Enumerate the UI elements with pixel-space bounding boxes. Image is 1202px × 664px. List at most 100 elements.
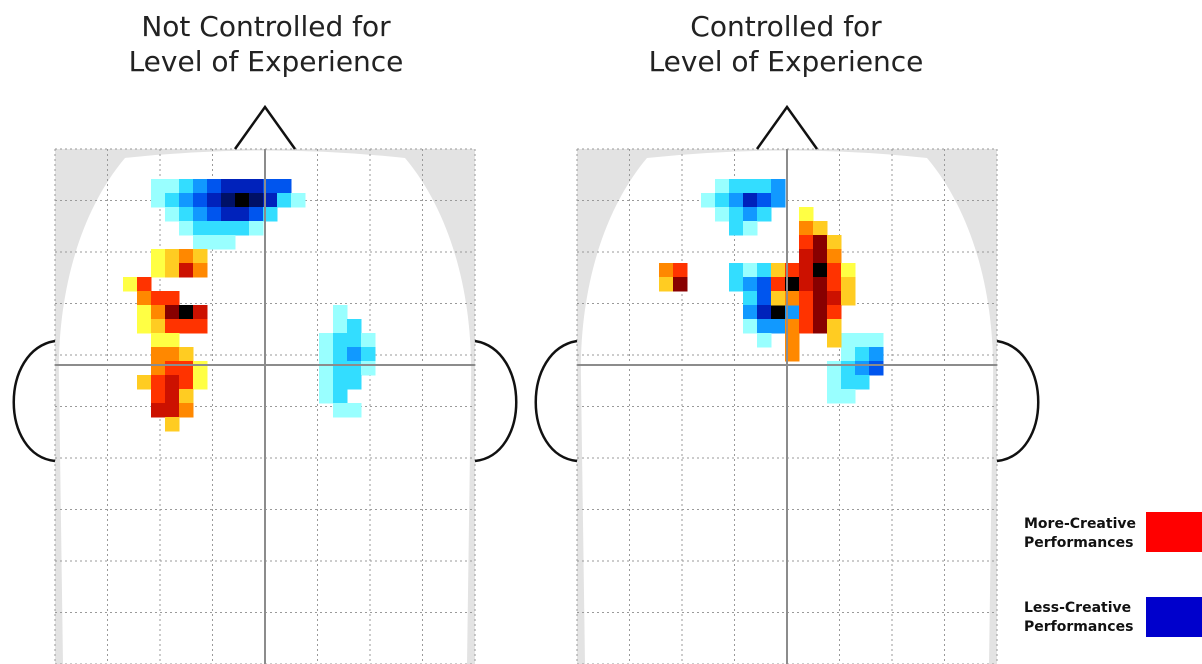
left-more-creative-voxel: [137, 291, 152, 306]
right-less-creative-voxel: [743, 291, 758, 306]
right-right-ear: [996, 339, 1040, 463]
left-less-creative-voxel: [333, 305, 348, 320]
right-less-creative-voxel: [771, 179, 786, 194]
left-more-creative-voxel: [179, 389, 194, 404]
left-less-creative-voxel: [319, 333, 334, 348]
left-title-line1: Not Controlled for: [141, 10, 391, 43]
right-less-creative-voxel: [771, 193, 786, 208]
left-less-creative-voxel: [333, 361, 348, 376]
right-brain-map: [534, 104, 1040, 664]
right-more-creative-voxel: [799, 249, 814, 264]
right-more-creative-voxel: [841, 263, 856, 278]
right-less-creative-voxel: [827, 389, 842, 404]
right-more-creative-voxel: [659, 277, 674, 292]
left-more-creative-voxel: [165, 361, 180, 376]
right-less-creative-voxel: [841, 347, 856, 362]
left-less-creative-voxel: [347, 333, 362, 348]
left-less-creative-voxel: [333, 403, 348, 418]
right-more-creative-voxel: [799, 221, 814, 236]
left-less-creative-voxel: [193, 193, 208, 208]
legend-more-line2: Performances: [1024, 535, 1134, 551]
left-less-creative-voxel: [263, 193, 278, 208]
right-less-creative-voxel: [757, 305, 772, 320]
right-less-creative-voxel: [841, 375, 856, 390]
right-more-creative-voxel: [827, 319, 842, 334]
left-less-creative-voxel: [333, 389, 348, 404]
left-more-creative-voxel: [151, 319, 166, 334]
left-less-creative-voxel: [165, 193, 180, 208]
right-more-creative-voxel: [827, 263, 842, 278]
left-less-creative-voxel: [291, 193, 306, 208]
right-less-creative-voxel: [757, 207, 772, 222]
right-less-creative-voxel: [757, 319, 772, 334]
left-more-creative-voxel: [165, 263, 180, 278]
right-less-creative-voxel: [715, 193, 730, 208]
right-less-creative-voxel: [729, 179, 744, 194]
right-less-creative-voxel: [743, 193, 758, 208]
left-more-creative-voxel: [165, 305, 180, 320]
right-less-creative-voxel: [757, 179, 772, 194]
right-less-creative-voxel: [869, 361, 884, 376]
left-less-creative-voxel: [333, 333, 348, 348]
right-less-creative-voxel: [757, 263, 772, 278]
left-less-creative-voxel: [319, 375, 334, 390]
right-more-creative-voxel: [799, 235, 814, 250]
right-less-creative-voxel: [743, 277, 758, 292]
left-less-creative-voxel: [319, 361, 334, 376]
left-less-creative-voxel: [235, 179, 250, 194]
left-less-creative-voxel: [333, 319, 348, 334]
left-less-creative-voxel: [193, 207, 208, 222]
right-more-creative-voxel: [799, 305, 814, 320]
right-less-creative-voxel: [855, 375, 870, 390]
right-more-creative-voxel: [785, 319, 800, 334]
left-more-creative-voxel: [151, 403, 166, 418]
left-nose-marker: [233, 104, 297, 150]
right-more-creative-voxel: [827, 249, 842, 264]
left-less-creative-voxel: [207, 221, 222, 236]
right-less-creative-voxel: [743, 221, 758, 236]
right-less-creative-voxel: [757, 291, 772, 306]
right-more-creative-voxel: [813, 305, 828, 320]
right-less-creative-voxel: [715, 207, 730, 222]
right-more-creative-voxel: [785, 277, 800, 292]
left-less-creative-voxel: [347, 361, 362, 376]
right-less-creative-voxel: [869, 347, 884, 362]
right-more-creative-voxel: [771, 277, 786, 292]
left-more-creative-voxel: [165, 291, 180, 306]
left-more-creative-voxel: [193, 249, 208, 264]
left-more-creative-voxel: [137, 319, 152, 334]
left-less-creative-voxel: [221, 221, 236, 236]
right-more-creative-voxel: [673, 263, 688, 278]
right-more-creative-voxel: [813, 221, 828, 236]
right-more-creative-voxel: [813, 291, 828, 306]
right-less-creative-voxel: [869, 333, 884, 348]
right-less-creative-voxel: [729, 221, 744, 236]
right-more-creative-voxel: [771, 263, 786, 278]
left-more-creative-voxel: [179, 249, 194, 264]
left-less-creative-voxel: [221, 235, 236, 250]
right-less-creative-voxel: [743, 179, 758, 194]
left-more-creative-voxel: [179, 347, 194, 362]
left-less-creative-voxel: [151, 193, 166, 208]
left-more-creative-voxel: [137, 375, 152, 390]
legend-less-line2: Performances: [1024, 619, 1134, 635]
left-more-creative-voxel: [193, 263, 208, 278]
left-less-creative-voxel: [207, 207, 222, 222]
left-less-creative-voxel: [193, 179, 208, 194]
right-less-creative-voxel: [785, 305, 800, 320]
right-more-creative-voxel: [841, 291, 856, 306]
right-more-creative-voxel: [827, 291, 842, 306]
right-more-creative-voxel: [841, 277, 856, 292]
left-more-creative-voxel: [165, 403, 180, 418]
right-more-creative-voxel: [813, 277, 828, 292]
right-more-creative-voxel: [785, 333, 800, 348]
left-more-creative-voxel: [179, 305, 194, 320]
left-more-creative-voxel: [151, 305, 166, 320]
right-more-creative-voxel: [799, 319, 814, 334]
right-less-creative-voxel: [701, 193, 716, 208]
left-more-creative-voxel: [151, 347, 166, 362]
left-more-creative-voxel: [179, 403, 194, 418]
left-less-creative-voxel: [221, 179, 236, 194]
right-more-creative-voxel: [785, 291, 800, 306]
